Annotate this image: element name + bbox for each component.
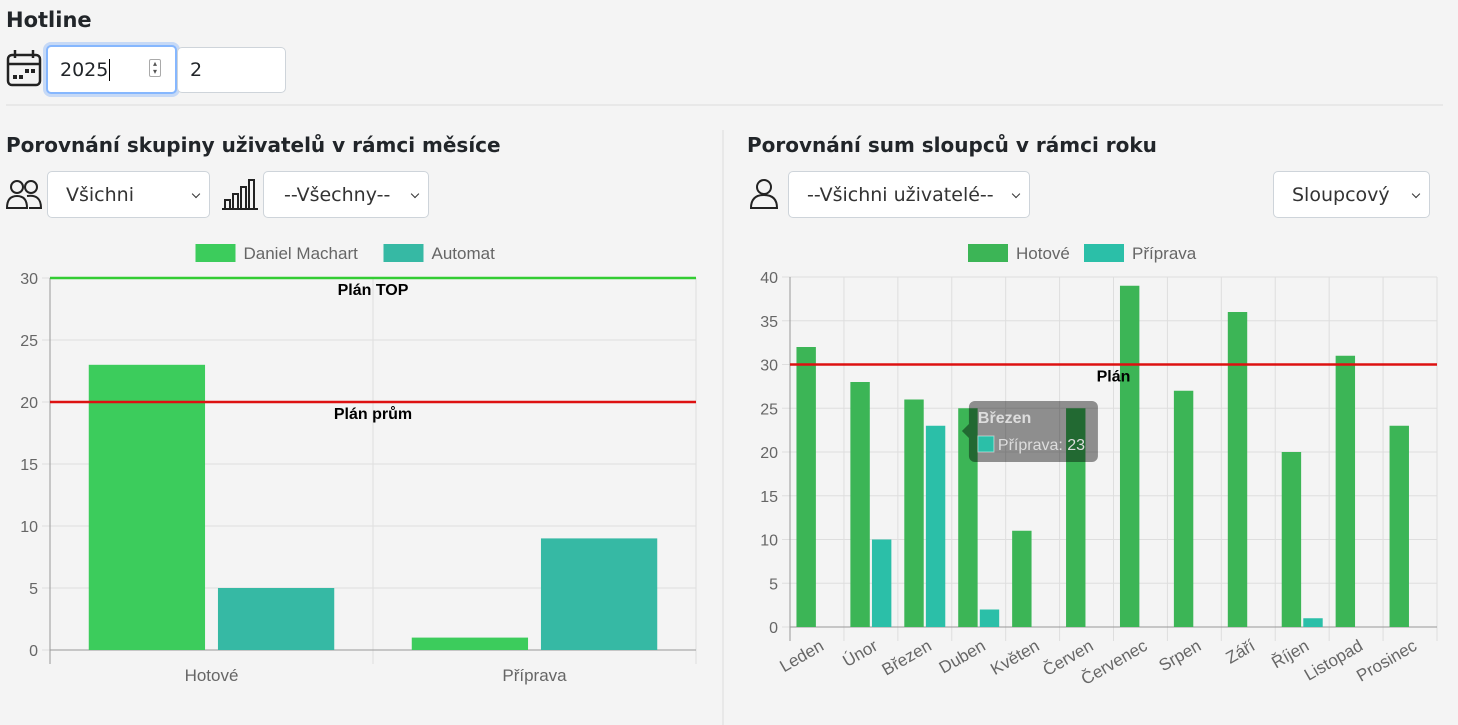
y-tick-label: 15 xyxy=(20,457,38,474)
year-value: 2025 xyxy=(60,58,109,81)
bar xyxy=(979,609,1000,627)
month-input[interactable]: 2 xyxy=(177,47,286,93)
x-tick-label: Leden xyxy=(777,636,827,676)
y-tick-label: 20 xyxy=(20,395,38,412)
bar xyxy=(1173,390,1194,627)
bar xyxy=(1227,312,1248,627)
year-input[interactable]: 2025 ▴ ▾ xyxy=(46,45,177,94)
y-tick-label: 0 xyxy=(29,643,38,660)
y-tick-label: 10 xyxy=(760,533,778,550)
y-tick-label: 20 xyxy=(760,445,778,462)
select-value: Sloupcový xyxy=(1292,183,1390,206)
x-tick-label: Duben xyxy=(936,636,989,678)
tooltip-text: Příprava: 23 xyxy=(998,437,1085,454)
panel-title: Porovnání sum sloupců v rámci roku xyxy=(747,133,1157,157)
y-tick-label: 40 xyxy=(760,270,778,287)
y-tick-label: 30 xyxy=(760,358,778,375)
x-tick-label: Příprava xyxy=(502,666,567,685)
user-icon xyxy=(749,179,779,209)
bar xyxy=(958,408,978,627)
bar xyxy=(540,538,658,650)
y-tick-label: 25 xyxy=(20,333,38,350)
legend-label: Příprava xyxy=(1132,244,1197,263)
reference-label: Plán prům xyxy=(334,406,412,423)
bar xyxy=(88,364,206,650)
x-tick-label: Prosinec xyxy=(1353,636,1420,686)
legend-swatch xyxy=(383,244,424,262)
spinner[interactable]: ▴ ▾ xyxy=(149,59,161,77)
y-tick-label: 5 xyxy=(29,581,38,598)
bar xyxy=(1119,285,1140,627)
group-select[interactable]: Všichni xyxy=(47,171,210,218)
y-tick-label: 15 xyxy=(760,489,778,506)
x-tick-label: Září xyxy=(1223,636,1259,668)
chart-type-select[interactable]: Sloupcový xyxy=(1273,171,1430,218)
tooltip-swatch xyxy=(977,435,995,453)
user-select[interactable]: --Všichni uživatelé-- xyxy=(788,171,1030,218)
users-icon xyxy=(5,180,43,209)
y-tick-label: 30 xyxy=(20,271,38,288)
bar xyxy=(1281,452,1302,627)
select-value: --Všichni uživatelé-- xyxy=(807,183,994,206)
x-tick-label: Únor xyxy=(839,636,881,671)
reference-label: Plán xyxy=(1097,369,1131,386)
select-value: Všichni xyxy=(66,183,134,206)
bar xyxy=(1335,355,1356,627)
legend-swatch xyxy=(1084,244,1124,262)
legend-label: Automat xyxy=(432,244,496,263)
x-tick-label: Listopad xyxy=(1301,636,1366,685)
y-tick-label: 35 xyxy=(760,314,778,331)
bar xyxy=(1389,425,1409,627)
y-tick-label: 25 xyxy=(760,401,778,418)
select-value: --Všechny-- xyxy=(284,183,391,206)
bar xyxy=(1012,530,1032,627)
bar xyxy=(217,588,335,650)
column-select[interactable]: --Všechny-- xyxy=(263,171,429,218)
calendar-icon xyxy=(6,50,42,87)
legend-label: Hotové xyxy=(1016,244,1070,263)
x-tick-label: Květen xyxy=(987,636,1042,679)
x-tick-label: Srpen xyxy=(1156,636,1205,675)
bars-icon xyxy=(222,179,258,210)
reference-label: Plán TOP xyxy=(338,282,409,299)
y-tick-label: 5 xyxy=(769,576,778,593)
tooltip-box xyxy=(961,401,1098,462)
bar xyxy=(904,399,924,627)
x-tick-label: Březen xyxy=(879,636,935,679)
bar xyxy=(1066,408,1086,627)
legend-swatch xyxy=(195,244,236,262)
bar xyxy=(871,539,892,627)
page-title: Hotline xyxy=(6,8,92,32)
bar xyxy=(1303,618,1323,627)
panel-title: Porovnání skupiny uživatelů v rámci měsí… xyxy=(6,133,501,157)
y-tick-label: 0 xyxy=(769,620,778,637)
bar xyxy=(796,347,816,627)
legend-swatch xyxy=(968,244,1008,262)
bar xyxy=(411,637,529,650)
month-value: 2 xyxy=(190,59,203,81)
x-tick-label: Hotové xyxy=(185,666,239,685)
y-tick-label: 10 xyxy=(20,519,38,536)
legend-label: Daniel Machart xyxy=(244,244,359,263)
bar xyxy=(925,425,946,627)
tooltip-title: Březen xyxy=(978,410,1031,427)
bar xyxy=(850,382,870,627)
